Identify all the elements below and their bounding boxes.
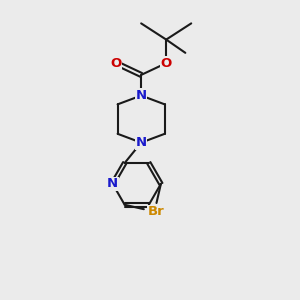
Text: N: N (136, 136, 147, 149)
Text: N: N (136, 89, 147, 102)
Text: O: O (160, 57, 172, 70)
Text: N: N (107, 177, 118, 190)
Text: Br: Br (148, 205, 165, 218)
Text: O: O (110, 57, 122, 70)
